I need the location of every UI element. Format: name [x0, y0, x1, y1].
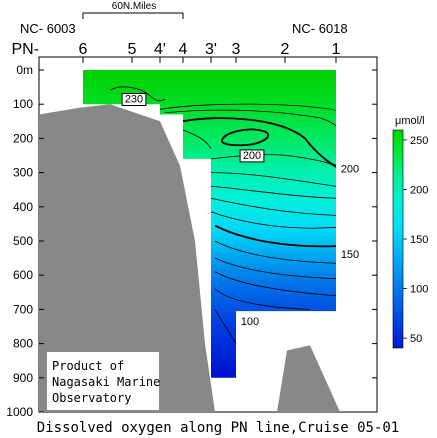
contour-label: 230: [125, 93, 143, 105]
contour-line: [214, 271, 337, 297]
colorbar-unit: μmol/l: [395, 115, 425, 127]
depth-tick-label: 200: [13, 131, 33, 145]
depth-tick-label: 500: [13, 234, 33, 248]
colorbar-tick-label: 100: [410, 284, 428, 296]
section-fill: [83, 70, 336, 378]
colorbar-tick-label: 150: [410, 234, 428, 246]
credit-line-1: Product of: [52, 359, 124, 373]
station-label: 4': [154, 41, 166, 58]
line-prefix: PN-: [11, 41, 39, 58]
contour-line: [214, 309, 237, 344]
oxygen-fill: [83, 70, 336, 378]
depth-tick-label: 600: [13, 268, 33, 282]
colorbar-tick-label: 200: [410, 184, 428, 196]
credit-box: Product of Nagasaki Marine Observatory: [47, 352, 160, 410]
distance-scale-bar: 60N.Miles: [82, 1, 184, 19]
contour-label-bg: [121, 92, 147, 106]
contour-label-bg: [239, 149, 265, 163]
contour-line: [214, 288, 311, 310]
colorbar-gradient: [392, 129, 404, 349]
contour-line: [210, 172, 337, 187]
bottom-topography: [39, 104, 340, 412]
depth-tick-label: 1000: [6, 405, 33, 419]
contour-line: [214, 224, 337, 248]
station-label: 3: [232, 41, 241, 58]
depth-tick-label: 900: [13, 371, 33, 385]
station-axis: 6 5 4' 4 3' 3 2 1: [79, 41, 341, 63]
station-id-left: NC- 6003: [20, 21, 76, 36]
contour-line: [210, 197, 337, 216]
depth-tick-label: 400: [13, 200, 33, 214]
contour-label: 200: [243, 150, 261, 162]
credit-line-2: Nagasaki Marine: [52, 375, 160, 389]
station-id-right: NC- 6018: [292, 21, 348, 36]
contour-line: [210, 185, 337, 199]
contour-line: [159, 103, 337, 112]
depth-tick-label: 0m: [16, 63, 33, 77]
seafloor-ridge: [277, 345, 340, 412]
depth-tick-label: 800: [13, 337, 33, 351]
credit-line-3: Observatory: [52, 391, 131, 405]
depth-tick-label: 300: [13, 166, 33, 180]
contour-label: 200: [341, 164, 359, 176]
contour-line: [182, 117, 337, 167]
contour-lines: 230 200 200 150 100: [109, 86, 359, 344]
colorbar: μmol/l 250 200 150 100 50: [392, 115, 428, 349]
contour-line: [221, 128, 270, 147]
contour-line: [109, 86, 166, 102]
station-label: 1: [332, 41, 341, 58]
contour-line: [164, 109, 337, 127]
depth-tick-label: 700: [13, 302, 33, 316]
station-label: 6: [79, 41, 88, 58]
chart-title: Dissolved oxygen along PN line,Cruise 05…: [37, 420, 399, 436]
station-label: 3': [205, 41, 217, 58]
seafloor-left: [39, 104, 215, 412]
depth-tick-label: 100: [13, 97, 33, 111]
contour-line: [210, 211, 337, 229]
colorbar-tick-label: 250: [410, 135, 428, 147]
contour-label: 150: [341, 249, 359, 261]
contour-label: 100: [241, 316, 259, 328]
station-label: 4: [179, 41, 188, 58]
scale-bar-label: 60N.Miles: [112, 1, 156, 12]
contour-line: [214, 240, 337, 264]
contour-line: [214, 257, 337, 280]
colorbar-ticks: 250 200 150 100 50: [403, 135, 428, 345]
station-label: 2: [281, 41, 290, 58]
station-label: 5: [128, 41, 137, 58]
colorbar-tick-label: 50: [410, 333, 422, 345]
depth-axis: 0m 100 200 300 400 500 600 700 800 900 1000: [6, 63, 377, 419]
contour-line: [210, 154, 337, 168]
contour-line: [182, 129, 212, 149]
